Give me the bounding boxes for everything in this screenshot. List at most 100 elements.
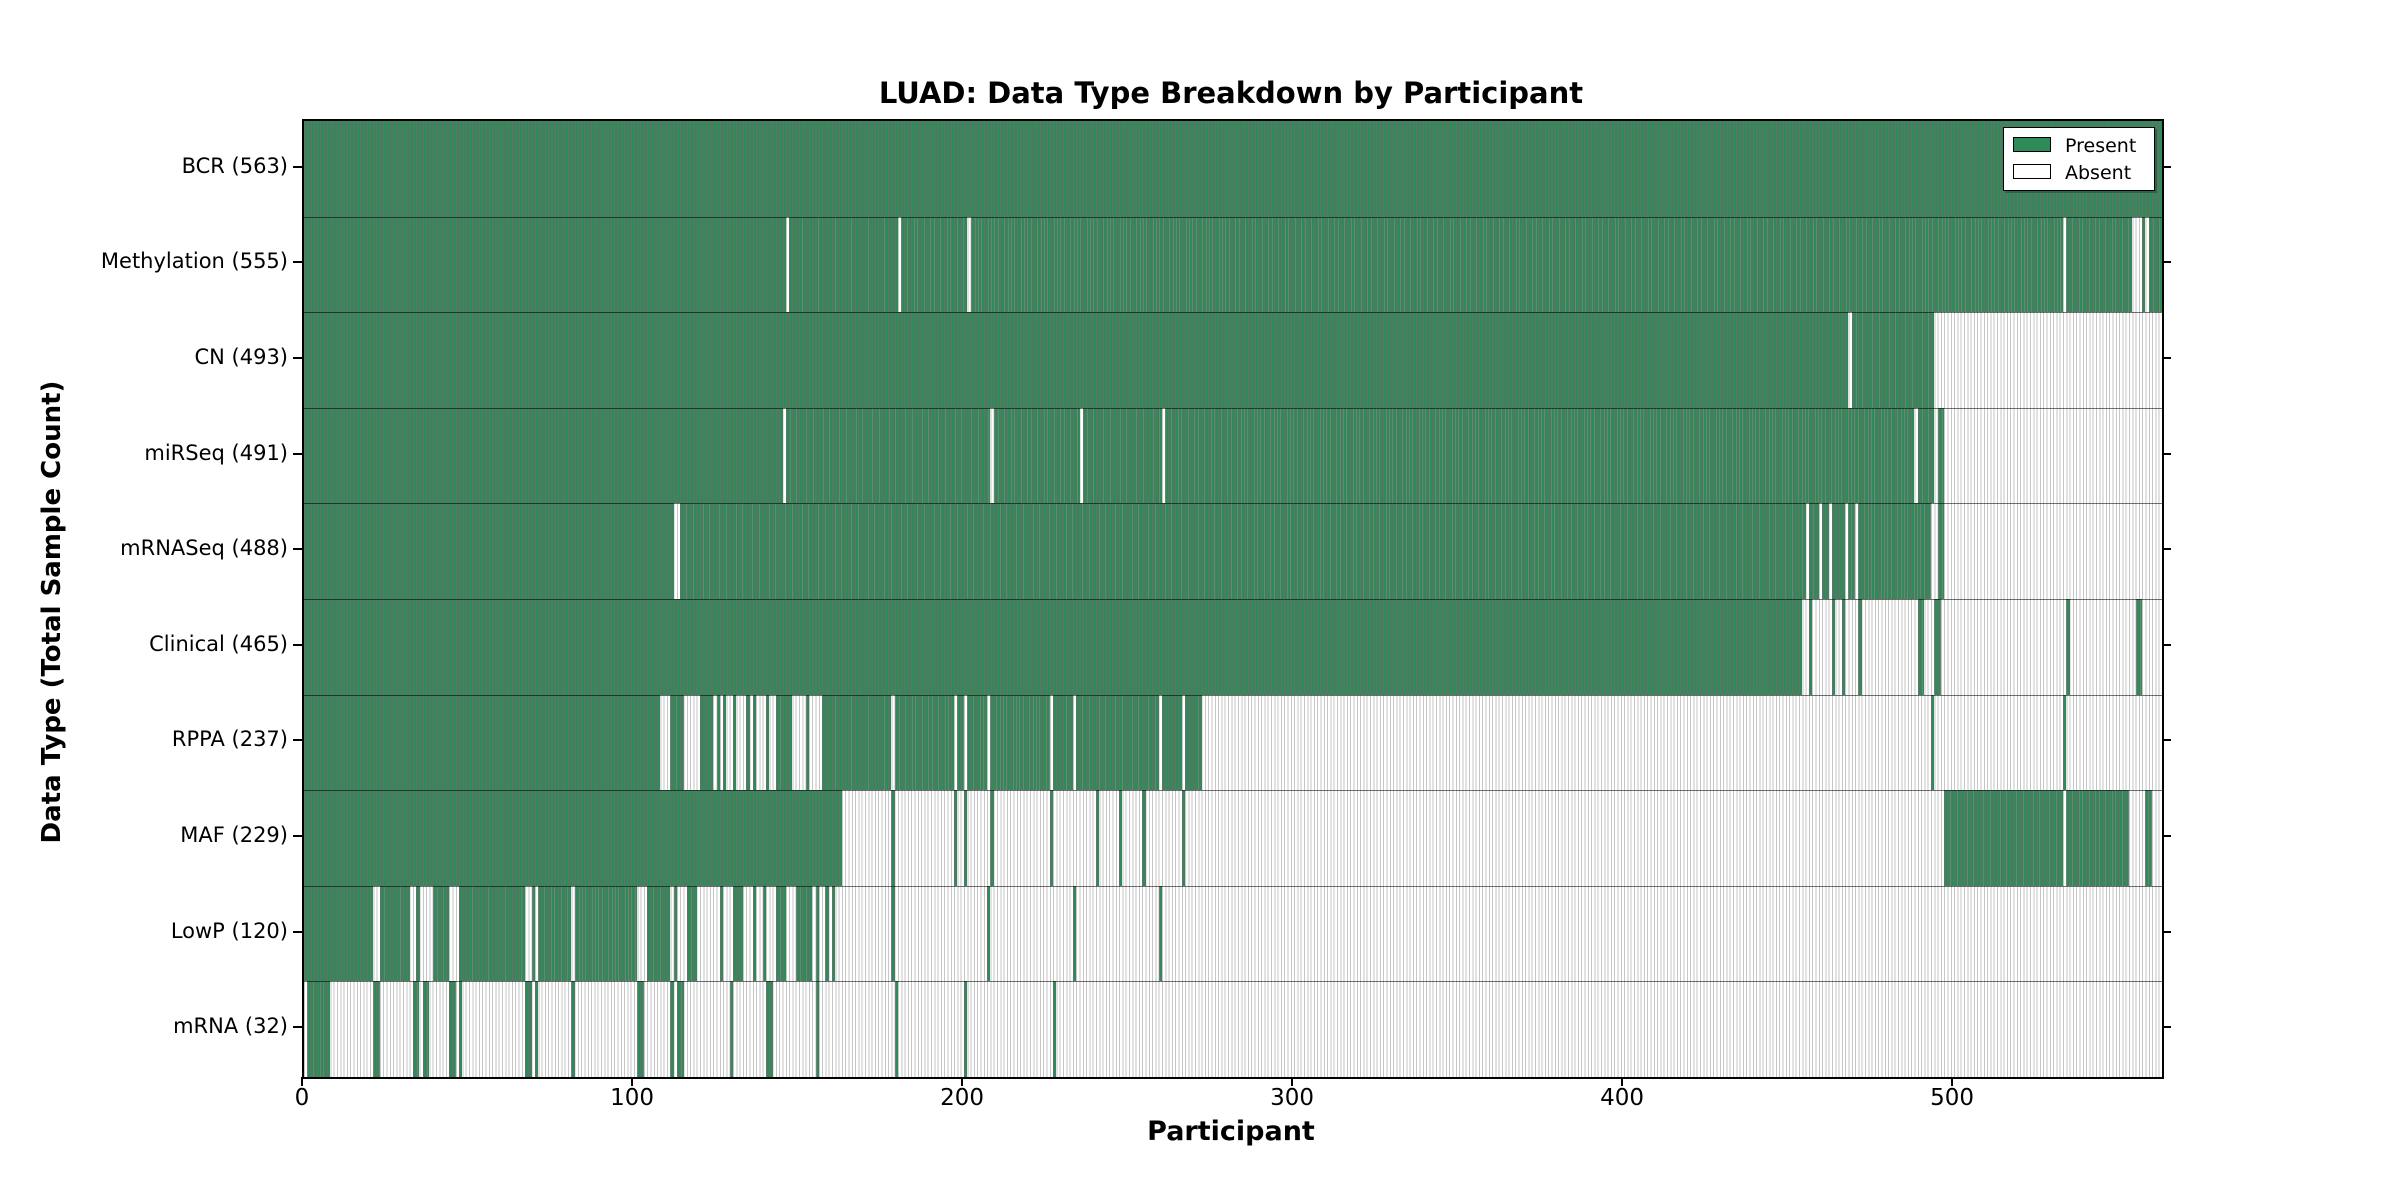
present-segment (775, 885, 786, 982)
present-segment (304, 407, 783, 504)
present-segment (1119, 790, 1123, 886)
present-segment (766, 694, 770, 791)
x-tick (301, 1077, 303, 1086)
ytick-label-MAF: MAF (229) (180, 823, 288, 847)
plot-area (302, 119, 2164, 1079)
present-segment (1930, 694, 1935, 791)
present-segment (752, 694, 757, 791)
present-segment (822, 694, 892, 791)
present-segment (304, 121, 2162, 217)
row-RPPA (304, 694, 2162, 791)
xtick-label-500: 500 (1930, 1085, 1975, 1111)
present-segment (815, 981, 819, 1077)
xtick-label-100: 100 (610, 1085, 654, 1111)
y-tick (293, 739, 302, 742)
present-segment (733, 694, 737, 791)
present-segment (1851, 312, 1935, 408)
present-segment (2062, 694, 2067, 791)
present-segment (2142, 216, 2146, 313)
present-segment (1858, 599, 1862, 695)
row-divider (304, 694, 2162, 696)
present-segment (1053, 981, 1057, 1077)
ytick-label-RPPA: RPPA (237) (171, 727, 288, 752)
y-tick-right (2162, 452, 2171, 455)
present-segment (1917, 599, 1925, 695)
ytick-label-Clinical: Clinical (465) (149, 631, 288, 656)
row-CN (304, 312, 2162, 408)
present-segment (970, 216, 2063, 313)
y-tick (293, 452, 302, 455)
present-segment (1858, 503, 1931, 599)
present-segment (990, 790, 994, 886)
row-BCR (304, 121, 2162, 217)
y-tick (293, 930, 302, 933)
present-segment (901, 216, 968, 313)
present-segment (832, 885, 836, 982)
present-segment (2066, 599, 2070, 695)
present-segment (2145, 790, 2153, 886)
present-segment (1162, 694, 1182, 791)
present-segment (723, 694, 727, 791)
present-segment (746, 694, 750, 791)
present-segment (304, 503, 674, 599)
present-segment (1165, 407, 1915, 504)
y-tick-right (2162, 357, 2171, 359)
row-divider (304, 599, 2162, 600)
legend-label-absent: Absent (2065, 162, 2132, 184)
row-divider (304, 981, 2162, 983)
present-segment (2066, 790, 2129, 886)
present-segment (1937, 503, 1945, 599)
present-segment (990, 694, 1050, 791)
present-segment (680, 503, 1806, 599)
present-segment (1158, 885, 1163, 982)
row-Clinical (304, 599, 2162, 695)
row-MAF (304, 790, 2162, 886)
present-segment (1917, 407, 1935, 504)
present-segment (1142, 790, 1146, 886)
present-segment (304, 216, 786, 313)
present-segment (525, 981, 532, 1077)
y-tick (293, 261, 302, 264)
chart-title: LUAD: Data Type Breakdown by Participant (878, 76, 1584, 110)
present-segment (993, 407, 1080, 504)
row-mRNASeq (304, 503, 2162, 599)
y-tick (293, 165, 302, 168)
present-segment (891, 790, 895, 886)
ytick-label-mRNA: mRNA (32) (173, 1014, 288, 1039)
present-segment (719, 885, 724, 982)
present-segment (825, 885, 829, 982)
present-segment (670, 981, 674, 1077)
present-segment (785, 407, 991, 504)
present-segment (957, 694, 965, 791)
y-tick (293, 643, 302, 646)
row-divider (304, 790, 2162, 792)
present-segment (416, 885, 420, 982)
present-segment (412, 981, 420, 1077)
y-tick (293, 1026, 302, 1029)
present-segment (449, 981, 456, 1077)
y-tick-right (2162, 739, 2171, 742)
ytick-label-Methylation: Methylation (555) (100, 249, 288, 274)
present-segment (1049, 790, 1054, 886)
ytick-label-mRNASeq: mRNASeq (488) (120, 536, 288, 561)
xtick-label-0: 0 (294, 1085, 310, 1111)
xtick-label-400: 400 (1600, 1085, 1645, 1111)
legend: Present Absent (2003, 127, 2155, 191)
present-segment (954, 790, 958, 886)
present-segment (733, 885, 743, 982)
ytick-label-miRSeq: miRSeq (491) (144, 440, 288, 465)
x-tick (631, 1077, 634, 1086)
present-segment (1082, 407, 1163, 504)
present-segment (304, 312, 1849, 408)
present-segment (1848, 503, 1856, 599)
present-segment (574, 885, 638, 982)
present-segment (571, 981, 575, 1077)
present-segment (1841, 599, 1846, 695)
present-segment (459, 981, 463, 1077)
present-segment (304, 694, 661, 791)
present-segment (1096, 790, 1100, 886)
y-tick-right (2162, 165, 2171, 168)
present-segment (535, 981, 539, 1077)
present-segment (637, 981, 644, 1077)
